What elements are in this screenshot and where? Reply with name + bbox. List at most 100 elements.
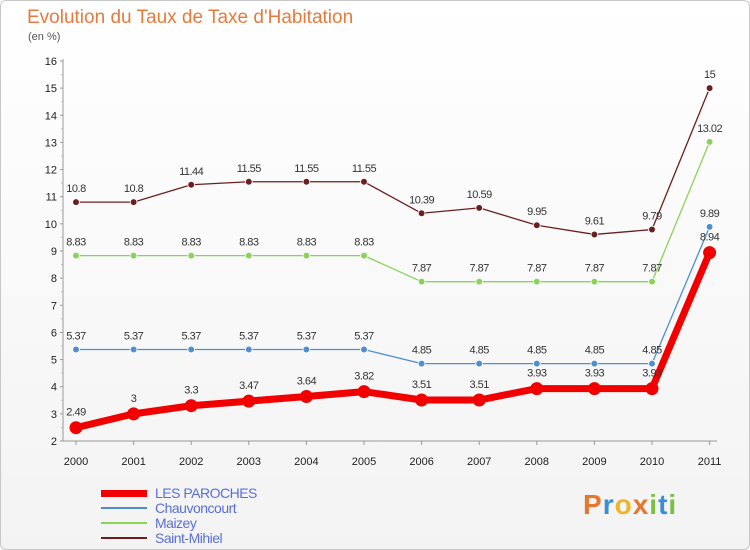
x-tick-label: 2011 bbox=[698, 456, 722, 468]
data-label: 8.83 bbox=[297, 237, 317, 249]
y-tick-label: 2 bbox=[51, 436, 57, 448]
legend-item: Chauvoncourt bbox=[101, 501, 361, 516]
y-tick-label: 5 bbox=[51, 355, 57, 367]
series-line bbox=[75, 251, 713, 432]
y-tick-label: 3 bbox=[51, 409, 57, 421]
x-tick-label: 2010 bbox=[640, 456, 664, 468]
brand-letter: P bbox=[583, 489, 603, 520]
data-point bbox=[648, 225, 656, 234]
data-point bbox=[245, 177, 253, 186]
legend-item: Saint-Mihiel bbox=[101, 531, 361, 546]
brand-letter: o bbox=[614, 489, 633, 520]
y-tick-label: 13 bbox=[45, 137, 57, 149]
data-label: 4.85 bbox=[642, 345, 662, 357]
legend-label: Maizey bbox=[155, 515, 197, 531]
data-label: 5.37 bbox=[239, 331, 259, 343]
data-label: 11.55 bbox=[237, 163, 262, 175]
data-label: 7.87 bbox=[527, 263, 547, 275]
x-tick-label: 2000 bbox=[64, 456, 88, 468]
x-tick-label: 2004 bbox=[294, 456, 318, 468]
chart-subtitle: (en %) bbox=[28, 31, 61, 43]
data-point bbox=[302, 251, 311, 260]
legend-swatch bbox=[101, 537, 147, 539]
data-point bbox=[187, 345, 196, 354]
x-tick-label: 2009 bbox=[582, 456, 606, 468]
data-point bbox=[72, 345, 80, 354]
data-point bbox=[245, 251, 253, 260]
data-point bbox=[302, 345, 311, 354]
x-tick-label: 2006 bbox=[409, 456, 433, 468]
x-tick-label: 2008 bbox=[525, 456, 549, 468]
y-tick-label: 6 bbox=[51, 327, 57, 339]
data-label: 8.83 bbox=[124, 237, 144, 249]
data-label: 10.8 bbox=[66, 183, 86, 195]
data-label: 5.37 bbox=[354, 331, 374, 343]
data-point bbox=[187, 251, 196, 260]
data-point bbox=[72, 198, 80, 206]
data-label: 7.87 bbox=[585, 263, 605, 275]
data-label: 9.95 bbox=[527, 206, 547, 218]
y-tick-label: 12 bbox=[45, 165, 57, 177]
x-tick-label: 2002 bbox=[179, 456, 203, 468]
legend-swatch bbox=[101, 507, 147, 509]
data-point bbox=[648, 359, 656, 368]
legend-swatch bbox=[101, 522, 147, 524]
legend-item: LES PAROCHES bbox=[101, 486, 361, 501]
data-label: 13.02 bbox=[697, 123, 722, 135]
y-tick-label: 7 bbox=[51, 300, 57, 312]
data-label: 3.3 bbox=[184, 385, 198, 397]
data-point bbox=[415, 393, 429, 407]
data-label: 11.55 bbox=[352, 163, 377, 175]
data-point bbox=[590, 230, 599, 239]
data-point bbox=[532, 359, 541, 368]
data-point bbox=[475, 277, 484, 286]
data-point bbox=[417, 359, 426, 368]
data-point bbox=[187, 180, 196, 189]
data-point bbox=[242, 394, 256, 408]
data-label: 3.93 bbox=[527, 368, 547, 380]
y-tick-label: 15 bbox=[45, 83, 57, 95]
data-point bbox=[532, 277, 541, 286]
data-label: 10.59 bbox=[467, 189, 492, 201]
series-line bbox=[76, 141, 711, 283]
data-label: 3.51 bbox=[412, 379, 432, 391]
data-point bbox=[590, 277, 599, 286]
data-label: 8.83 bbox=[354, 237, 374, 249]
brand-logo: Proxiti bbox=[583, 489, 677, 521]
brand-letter: x bbox=[632, 489, 650, 520]
chart-title: Evolution du Taux de Taxe d'Habitation bbox=[27, 7, 354, 28]
data-point bbox=[129, 345, 138, 354]
data-point bbox=[472, 393, 486, 407]
data-label: 5.37 bbox=[124, 331, 144, 343]
data-label: 4.85 bbox=[412, 345, 432, 357]
data-point bbox=[129, 251, 138, 260]
data-label: 3.93 bbox=[585, 368, 605, 380]
data-point bbox=[127, 407, 141, 421]
legend-item: Maizey bbox=[101, 516, 361, 531]
data-label: 5.37 bbox=[297, 331, 317, 343]
data-label: 3.51 bbox=[469, 379, 489, 391]
data-point bbox=[360, 251, 368, 260]
data-label: 8.83 bbox=[181, 237, 201, 249]
data-label: 11.55 bbox=[294, 163, 319, 175]
data-label: 4.85 bbox=[527, 345, 547, 357]
data-label: 7.87 bbox=[412, 263, 432, 275]
legend-swatch bbox=[101, 490, 147, 497]
data-point bbox=[475, 204, 484, 212]
y-tick-label: 9 bbox=[51, 246, 57, 258]
data-label: 7.87 bbox=[469, 263, 489, 275]
data-point bbox=[72, 251, 80, 260]
data-label: 4.85 bbox=[585, 345, 605, 357]
data-label: 3.64 bbox=[297, 375, 317, 387]
data-point bbox=[530, 382, 544, 396]
brand-letter: i bbox=[649, 489, 659, 520]
data-point bbox=[417, 209, 426, 218]
data-label: 9.79 bbox=[642, 211, 662, 223]
brand-letter: i bbox=[668, 489, 678, 520]
y-tick-label: 8 bbox=[51, 273, 57, 285]
data-label: 5.37 bbox=[181, 331, 201, 343]
data-point bbox=[360, 345, 368, 354]
data-point bbox=[645, 382, 659, 396]
data-label: 9.61 bbox=[585, 215, 605, 227]
